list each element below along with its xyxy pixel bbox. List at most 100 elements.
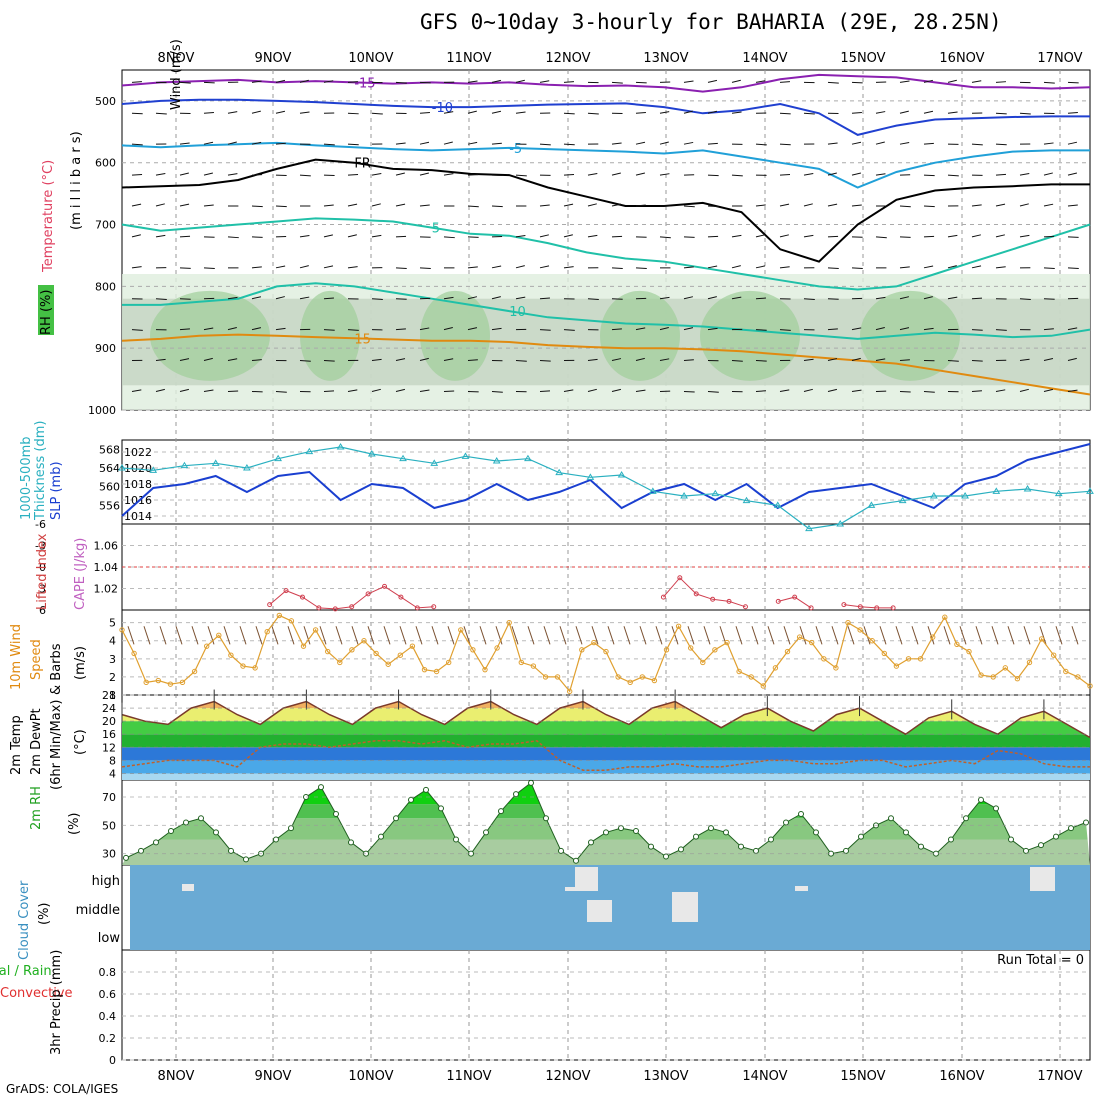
rh-point — [1038, 842, 1044, 849]
temp-tick: 4 — [109, 767, 116, 780]
temp-band — [122, 734, 1090, 748]
rh-point — [288, 825, 294, 832]
rh-point — [888, 815, 894, 822]
wind-speed-point — [724, 639, 730, 646]
wind-barb — [227, 326, 237, 331]
wind-barb — [1067, 357, 1077, 362]
wind-speed-point — [954, 641, 960, 648]
wind-barb — [395, 142, 406, 145]
rh-point — [138, 847, 144, 854]
wind-barb — [491, 327, 502, 331]
wind-barb — [419, 204, 430, 207]
surface-wind-barb — [703, 626, 711, 645]
wind-barb — [923, 265, 934, 269]
lifted-index-tick: 6 — [39, 604, 46, 617]
wind-barb — [155, 112, 167, 115]
rh-point — [648, 843, 654, 850]
series-line — [121, 443, 1091, 517]
wind-barb — [227, 173, 238, 176]
wind-barb — [347, 112, 359, 115]
rh-point — [978, 796, 984, 803]
wind-barb — [659, 296, 670, 300]
wind-speed-point — [615, 674, 621, 680]
rh-point — [453, 836, 459, 843]
wind-barb — [443, 358, 454, 362]
wind-barb — [323, 360, 335, 362]
wind-speed-point — [579, 647, 585, 653]
temperature-contour — [121, 98, 1090, 136]
wind-speed-point — [252, 665, 258, 671]
wind-barb — [923, 110, 934, 114]
wind-barb — [875, 358, 886, 362]
wind-speed-point — [155, 677, 162, 684]
temperature-contour — [121, 217, 1091, 291]
thickness-point — [929, 492, 938, 499]
temp-tick: 12 — [102, 741, 116, 754]
wind-barb — [203, 327, 214, 331]
wind-barb — [1019, 203, 1029, 207]
wind-barb — [707, 390, 719, 393]
wind-speed-point — [300, 643, 307, 649]
thickness-point — [805, 524, 813, 532]
wind-barb — [851, 327, 862, 331]
rh-tick: 30 — [102, 848, 116, 861]
cloud-patch — [672, 892, 698, 922]
wind-barb — [611, 298, 623, 300]
wind-barb — [587, 112, 599, 115]
temperature-contour — [121, 73, 1091, 93]
cloud-level-label: low — [98, 931, 121, 946]
wind-barb — [755, 234, 765, 238]
rh-point — [273, 836, 279, 843]
wind-speed-point — [1051, 652, 1057, 658]
surface-wind-barb — [1023, 626, 1031, 645]
cape-point — [283, 588, 289, 594]
wind-barb — [395, 358, 406, 362]
wind-barb — [731, 296, 742, 300]
precip-tick: 0.4 — [99, 1010, 117, 1023]
surface-wind-barb — [127, 626, 135, 645]
wind-barb — [323, 390, 335, 392]
rh-point — [1083, 819, 1089, 826]
wind-barb — [635, 389, 646, 392]
wind-barb — [131, 266, 142, 269]
wind-barb — [995, 234, 1005, 238]
thickness-point — [1023, 485, 1032, 492]
cape-point — [267, 602, 273, 608]
wind-barb — [467, 266, 478, 269]
wind-barb — [995, 81, 1007, 83]
surface-wind-barb — [1071, 626, 1079, 645]
dewpoint-line — [121, 740, 1090, 771]
wind-barb — [371, 234, 382, 238]
wind-barb — [515, 174, 527, 177]
wind-barb — [875, 141, 885, 145]
wind-barb — [1019, 388, 1029, 392]
wind-barb — [611, 235, 623, 238]
date-label-bottom: 9NOV — [255, 1069, 292, 1084]
wind-barb — [347, 234, 357, 238]
wind-barb — [779, 112, 791, 115]
thickness-point — [149, 466, 158, 473]
wind-speed-point — [1063, 668, 1069, 675]
wind-barb — [851, 172, 862, 176]
rh-point — [423, 786, 429, 793]
wind-barb — [755, 360, 767, 362]
wind-barb — [131, 389, 142, 392]
wind-barb — [155, 234, 166, 238]
wind-barb — [803, 358, 814, 362]
wind-barb — [755, 329, 767, 331]
thickness-point — [367, 450, 376, 457]
wind-barb — [275, 265, 286, 269]
wind-barb — [1019, 298, 1031, 301]
wind-speed-point — [821, 656, 827, 662]
lifted-index-tick: -3 — [35, 540, 46, 553]
wind-speed-point — [748, 674, 754, 680]
wind-barb — [227, 141, 237, 145]
rh-point — [1068, 825, 1074, 832]
wind-barb — [899, 80, 910, 83]
wind-barb — [131, 203, 142, 207]
wind-barb — [611, 267, 623, 269]
wind-speed-point — [397, 652, 403, 658]
wind-barb — [899, 296, 910, 300]
rh-point — [228, 847, 234, 854]
wind-barb — [227, 358, 238, 362]
